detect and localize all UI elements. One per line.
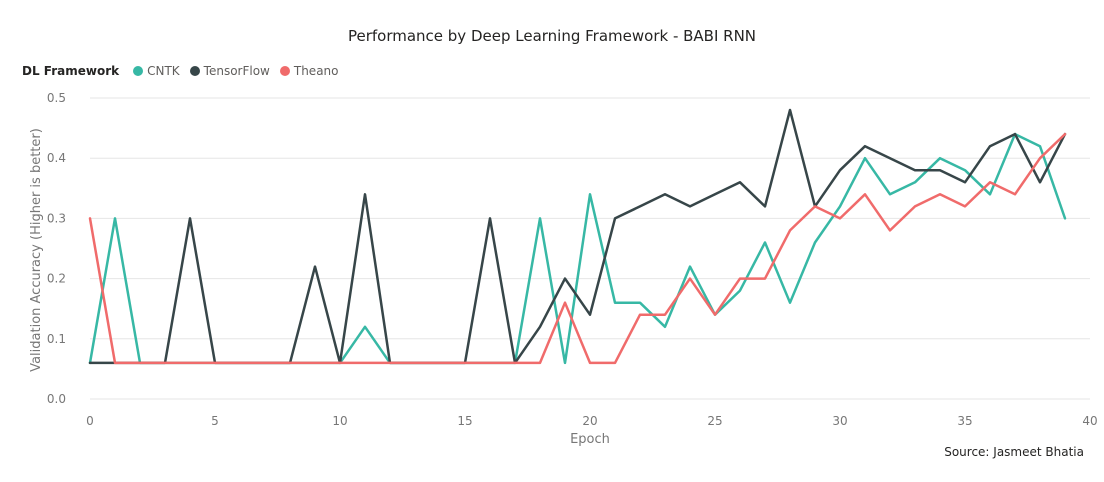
legend-item-cntk[interactable]: CNTK (133, 64, 180, 78)
gridlines (90, 97, 1090, 400)
x-tick-label: 30 (832, 414, 847, 428)
y-tick-label: 0.2 (47, 272, 66, 286)
x-tick-label: 0 (86, 414, 94, 428)
y-tick-label: 0.5 (47, 91, 66, 105)
legend-marker-theano (279, 66, 290, 76)
series-lines (88, 108, 1067, 365)
x-tick-label: 25 (707, 414, 722, 428)
x-axis-label: Epoch (570, 432, 610, 447)
legend-marker-cntk (133, 66, 144, 76)
y-tick-label: 0.0 (47, 392, 66, 406)
legend-marker-tensorflow (189, 66, 200, 76)
y-tick-label: 0.3 (47, 211, 66, 225)
x-tick-label: 20 (582, 414, 597, 428)
x-tick-label: 35 (957, 414, 972, 428)
x-tick-label: 15 (457, 414, 472, 428)
x-tick-label: 5 (211, 414, 219, 428)
series-line-cntk[interactable] (88, 132, 1067, 365)
y-axis-ticks: 0.0 0.1 0.2 0.3 0.4 0.5 (47, 91, 66, 406)
x-tick-label: 10 (332, 414, 347, 428)
legend-title: DL Framework (22, 64, 120, 78)
legend: DL Framework CNTK TensorFlow Theano (22, 64, 349, 78)
legend-label-theano: Theano (293, 64, 339, 78)
legend-item-tensorflow[interactable]: TensorFlow (189, 64, 270, 78)
y-tick-label: 0.1 (47, 332, 66, 346)
source-note: Source: Jasmeet Bhatia (944, 445, 1084, 459)
series-line-tensorflow[interactable] (88, 108, 1067, 365)
legend-label-cntk: CNTK (147, 64, 180, 78)
legend-label-tensorflow: TensorFlow (203, 64, 270, 78)
y-tick-label: 0.4 (47, 151, 66, 165)
chart-title: Performance by Deep Learning Framework -… (347, 27, 757, 45)
x-tick-label: 40 (1082, 414, 1097, 428)
legend-item-theano[interactable]: Theano (279, 64, 339, 78)
y-axis-label: Validation Accuracy (Higher is better) (29, 128, 44, 372)
x-axis-ticks: 0 5 10 15 20 25 30 35 40 (86, 414, 1097, 428)
series-line-theano[interactable] (88, 132, 1067, 365)
